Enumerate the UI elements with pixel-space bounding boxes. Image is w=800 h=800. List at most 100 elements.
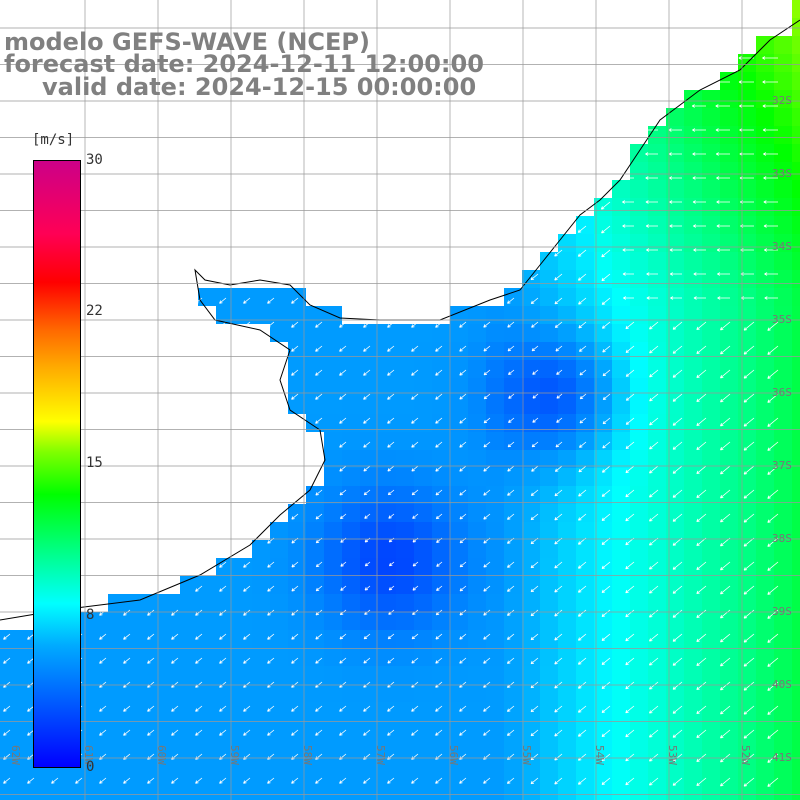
wind-speed-cell [558, 522, 576, 540]
wind-speed-cell [126, 792, 144, 800]
wind-vector [625, 729, 635, 738]
wind-speed-cell [414, 504, 432, 522]
wind-speed-cell [630, 162, 648, 180]
wind-vector [554, 513, 563, 521]
wind-vector [649, 681, 659, 690]
latitude-label: 38S [772, 532, 792, 545]
wind-speed-cell [144, 612, 162, 630]
wind-speed-cell [486, 396, 504, 414]
wind-vector [762, 56, 778, 60]
wind-vector [364, 585, 371, 591]
wind-speed-cell [378, 792, 396, 800]
wind-vector [99, 657, 107, 664]
wind-speed-cell [108, 666, 126, 684]
wind-speed-cell [252, 594, 270, 612]
wind-speed-cell [342, 396, 360, 414]
wind-speed-cell [738, 144, 756, 162]
wind-speed-cell [324, 594, 342, 612]
wind-speed-cell [738, 90, 756, 108]
wind-speed-cell [486, 684, 504, 702]
wind-vector [672, 609, 683, 618]
wind-vector [625, 561, 635, 570]
wind-speed-cell [378, 468, 396, 486]
wind-speed-cell [72, 792, 90, 800]
wind-vector [743, 345, 755, 355]
wind-speed-cell [630, 252, 648, 270]
wind-speed-cell [252, 666, 270, 684]
wind-speed-cell [486, 738, 504, 756]
wind-speed-cell [324, 378, 342, 396]
wind-speed-cell [450, 324, 468, 342]
wind-speed-cell [180, 666, 198, 684]
wind-speed-cell [432, 432, 450, 450]
wind-speed-cell [126, 648, 144, 666]
wind-vector [483, 393, 491, 400]
wind-speed-cell [702, 378, 720, 396]
wind-speed-cell [558, 576, 576, 594]
wind-speed-cell [720, 108, 738, 126]
wind-speed-cell [774, 288, 792, 306]
wind-vector [363, 393, 371, 400]
wind-speed-cell [450, 342, 468, 360]
wind-speed-cell [612, 378, 630, 396]
valid-date: valid date: 2024-12-15 00:00:00 [42, 73, 477, 101]
wind-vector [555, 441, 563, 448]
wind-speed-cell [378, 666, 396, 684]
wind-speed-cell [378, 342, 396, 360]
wind-speed-cell [432, 684, 450, 702]
wind-speed-cell [468, 648, 486, 666]
wind-vector [291, 729, 299, 736]
wind-speed-cell [558, 468, 576, 486]
wind-speed-cell [666, 558, 684, 576]
wind-vector [743, 609, 755, 619]
wind-speed-cell [630, 558, 648, 576]
wind-speed-cell [396, 486, 414, 504]
wind-vector [267, 705, 275, 712]
wind-speed-cell [720, 270, 738, 288]
wind-speed-cell [594, 648, 612, 666]
wind-vector [531, 465, 539, 472]
wind-speed-cell [414, 774, 432, 792]
wind-speed-cell [648, 522, 666, 540]
wind-speed-cell [738, 414, 756, 432]
wind-speed-cell [684, 324, 702, 342]
wind-speed-cell [774, 378, 792, 396]
wind-vector [720, 705, 731, 715]
wind-vector [267, 561, 275, 568]
wind-vector [672, 705, 683, 714]
wind-speed-cell [756, 504, 774, 522]
wind-vector [267, 633, 275, 640]
wind-vector [649, 585, 659, 594]
wind-vector [435, 369, 443, 376]
wind-speed-cell [414, 486, 432, 504]
wind-speed-cell [414, 576, 432, 594]
wind-vector [530, 489, 539, 497]
wind-speed-cell [720, 594, 738, 612]
wind-vector [672, 321, 683, 330]
wind-speed-cell [702, 594, 720, 612]
wind-speed-cell [108, 612, 126, 630]
wind-vector [743, 705, 755, 715]
wind-vector [508, 393, 515, 399]
wind-speed-cell [630, 288, 648, 306]
wind-speed-cell [432, 630, 450, 648]
wind-speed-cell [630, 738, 648, 756]
wind-speed-cell [684, 648, 702, 666]
wind-speed-cell [342, 576, 360, 594]
wind-speed-cell [414, 666, 432, 684]
wind-speed-cell [234, 612, 252, 630]
wind-vector [579, 441, 587, 448]
wind-speed-cell [792, 216, 800, 234]
longitude-label: 57W [374, 745, 387, 765]
wind-speed-cell [432, 720, 450, 738]
wind-speed-cell [684, 738, 702, 756]
wind-speed-cell [126, 630, 144, 648]
wind-speed-cell [684, 360, 702, 378]
wind-vector [532, 369, 539, 375]
wind-speed-cell [450, 468, 468, 486]
wind-vector [339, 345, 347, 352]
wind-speed-cell [126, 756, 144, 774]
wind-vector [339, 633, 347, 640]
wind-speed-cell [576, 486, 594, 504]
wind-speed-cell [18, 774, 36, 792]
